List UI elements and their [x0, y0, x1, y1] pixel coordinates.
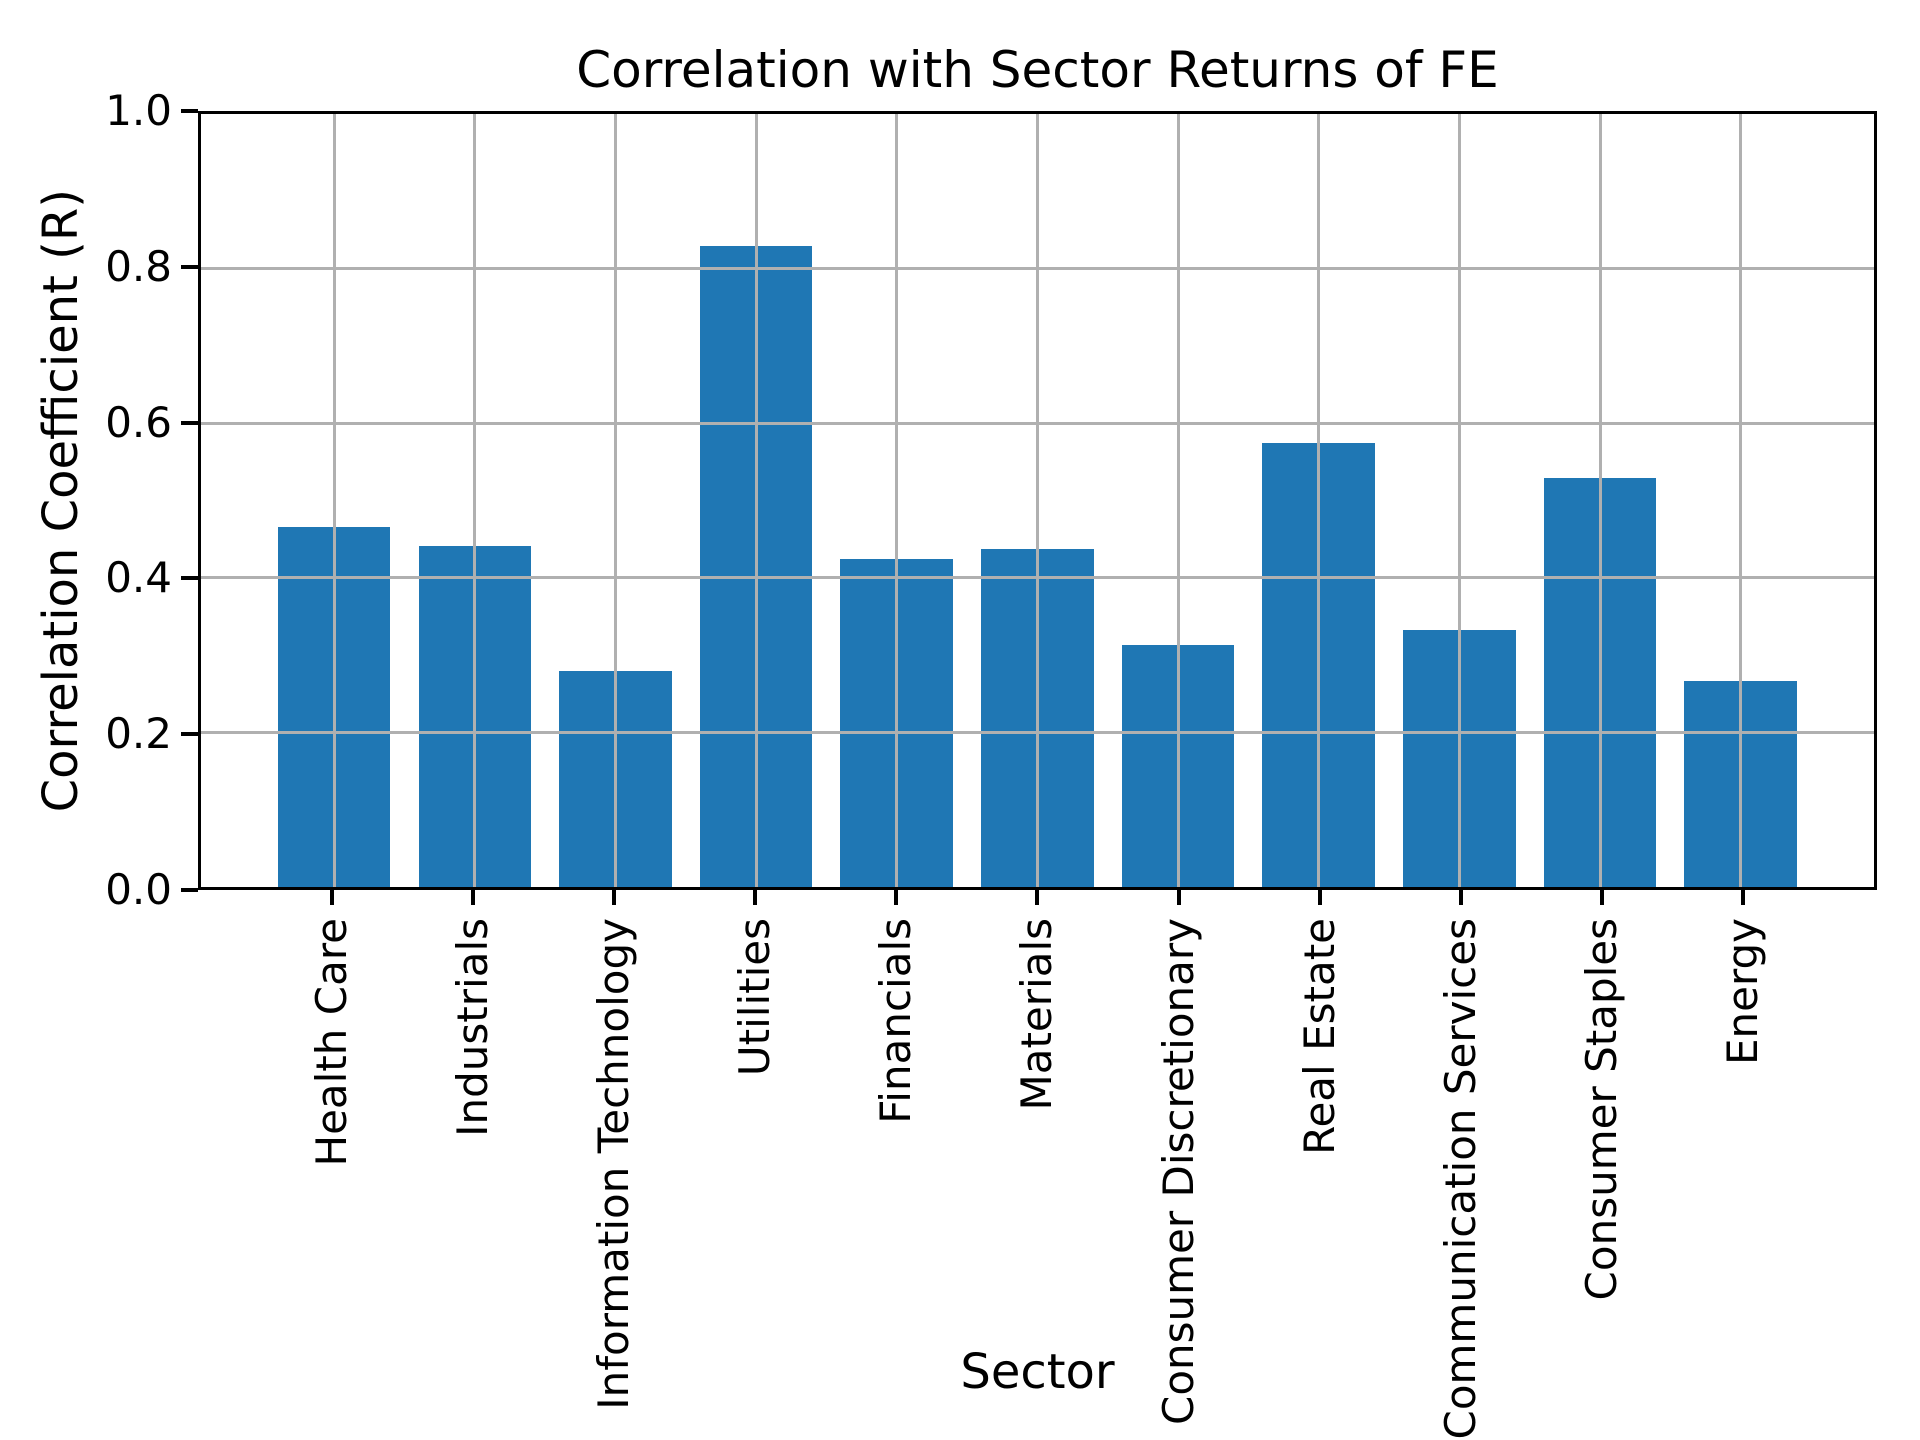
- x-tick-materials: [1035, 890, 1040, 905]
- y-tick-label-0.8: 0.8: [105, 241, 172, 291]
- y-tick-label-0.0: 0.0: [105, 865, 172, 914]
- bar-energy: [1684, 681, 1797, 887]
- y-tick-1.0: [181, 109, 198, 113]
- x-tick-label-energy: Energy: [1718, 918, 1768, 1066]
- x-tick-label-information-technology: Information Technology: [588, 918, 638, 1410]
- bar-materials: [981, 549, 1094, 887]
- x-tick-real-estate: [1317, 890, 1322, 905]
- x-tick-label-health-care: Health Care: [306, 918, 356, 1167]
- x-tick-energy: [1741, 890, 1746, 905]
- x-tick-industrials: [470, 890, 475, 905]
- bar-utilities: [699, 246, 813, 887]
- x-tick-label-utilities: Utilities: [730, 918, 780, 1077]
- bars-layer: [201, 114, 1874, 887]
- x-tick-health-care: [329, 890, 334, 905]
- bar-health-care: [277, 526, 391, 887]
- x-tick-label-real-estate: Real Estate: [1294, 918, 1344, 1155]
- x-tick-utilities: [753, 890, 758, 905]
- bar-financials: [840, 559, 954, 887]
- y-tick-0.8: [181, 264, 198, 269]
- x-tick-consumer-discretionary: [1176, 890, 1181, 905]
- y-axis-label-wrap: Correlation Coefficient (R): [33, 111, 89, 890]
- y-tick-label-1.0: 1.0: [105, 86, 172, 135]
- x-tick-information-technology: [611, 890, 616, 905]
- x-tick-label-industrials: Industrials: [447, 918, 497, 1137]
- x-tick-label-materials: Materials: [1012, 918, 1062, 1111]
- y-tick-label-0.6: 0.6: [105, 397, 172, 447]
- x-axis-label: Sector: [960, 1344, 1115, 1400]
- chart-title: Correlation with Sector Returns of FE: [576, 41, 1499, 99]
- plot-area: [198, 111, 1877, 890]
- bar-real-estate: [1262, 443, 1375, 887]
- x-tick-label-consumer-staples: Consumer Staples: [1577, 918, 1627, 1301]
- y-tick-label-0.2: 0.2: [105, 709, 172, 759]
- x-tick-label-financials: Financials: [871, 918, 921, 1124]
- y-tick-0.4: [181, 576, 198, 581]
- bar-consumer-staples: [1543, 478, 1657, 887]
- y-tick-0.0: [181, 888, 198, 892]
- y-tick-0.2: [181, 732, 198, 737]
- bar-information-technology: [559, 670, 672, 887]
- bar-consumer-discretionary: [1121, 645, 1235, 887]
- x-tick-financials: [894, 890, 899, 905]
- y-tick-label-0.4: 0.4: [105, 553, 172, 603]
- x-tick-communication-services: [1458, 890, 1463, 905]
- y-tick-0.6: [181, 420, 198, 425]
- bar-communication-services: [1403, 629, 1516, 887]
- x-tick-consumer-staples: [1600, 890, 1605, 905]
- bar-industrials: [418, 546, 532, 887]
